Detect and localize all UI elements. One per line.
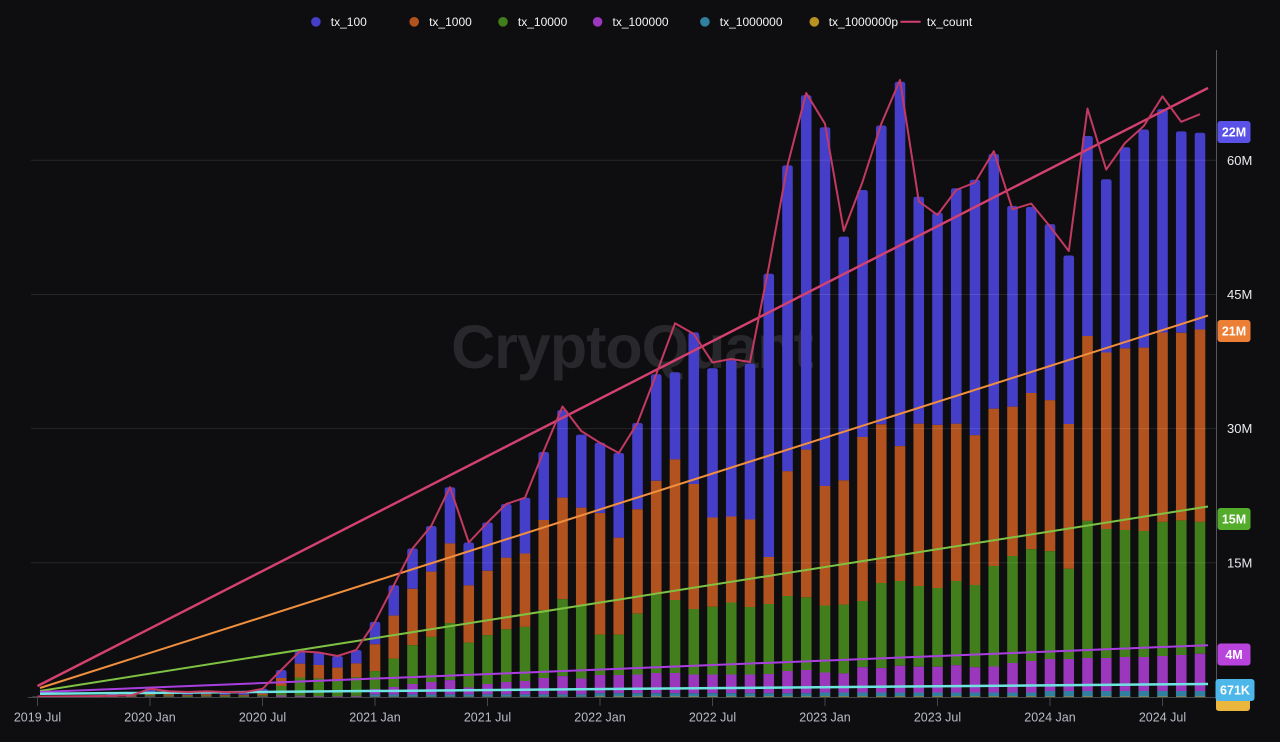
- svg-text:2023 Jan: 2023 Jan: [799, 711, 850, 725]
- svg-text:tx_1000000p: tx_1000000p: [829, 15, 899, 29]
- svg-text:15M: 15M: [1227, 555, 1252, 570]
- svg-text:tx_1000000: tx_1000000: [720, 15, 783, 29]
- svg-text:30M: 30M: [1227, 421, 1252, 436]
- svg-text:2021 Jul: 2021 Jul: [464, 711, 511, 725]
- svg-text:2022 Jan: 2022 Jan: [574, 711, 625, 725]
- svg-text:2022 Jul: 2022 Jul: [689, 711, 736, 725]
- svg-text:2024 Jul: 2024 Jul: [1139, 711, 1186, 725]
- svg-text:2021 Jan: 2021 Jan: [349, 711, 400, 725]
- svg-text:tx_count: tx_count: [927, 15, 973, 29]
- svg-text:671K: 671K: [1220, 684, 1250, 698]
- svg-text:4M: 4M: [1225, 648, 1242, 662]
- svg-text:15M: 15M: [1222, 513, 1246, 527]
- svg-text:45M: 45M: [1227, 287, 1252, 302]
- svg-text:60M: 60M: [1227, 153, 1252, 168]
- svg-text:2019 Jul: 2019 Jul: [14, 711, 61, 725]
- svg-text:2020 Jan: 2020 Jan: [124, 711, 175, 725]
- svg-text:22M: 22M: [1222, 126, 1246, 140]
- svg-text:2023 Jul: 2023 Jul: [914, 711, 961, 725]
- svg-text:tx_1000: tx_1000: [429, 15, 472, 29]
- svg-text:2020 Jul: 2020 Jul: [239, 711, 286, 725]
- svg-text:tx_10000: tx_10000: [518, 15, 568, 29]
- svg-text:21M: 21M: [1222, 325, 1246, 339]
- svg-text:CryptoQuant: CryptoQuant: [451, 313, 813, 381]
- svg-text:tx_100: tx_100: [331, 15, 367, 29]
- svg-text:tx_100000: tx_100000: [613, 15, 669, 29]
- svg-text:2024 Jan: 2024 Jan: [1024, 711, 1075, 725]
